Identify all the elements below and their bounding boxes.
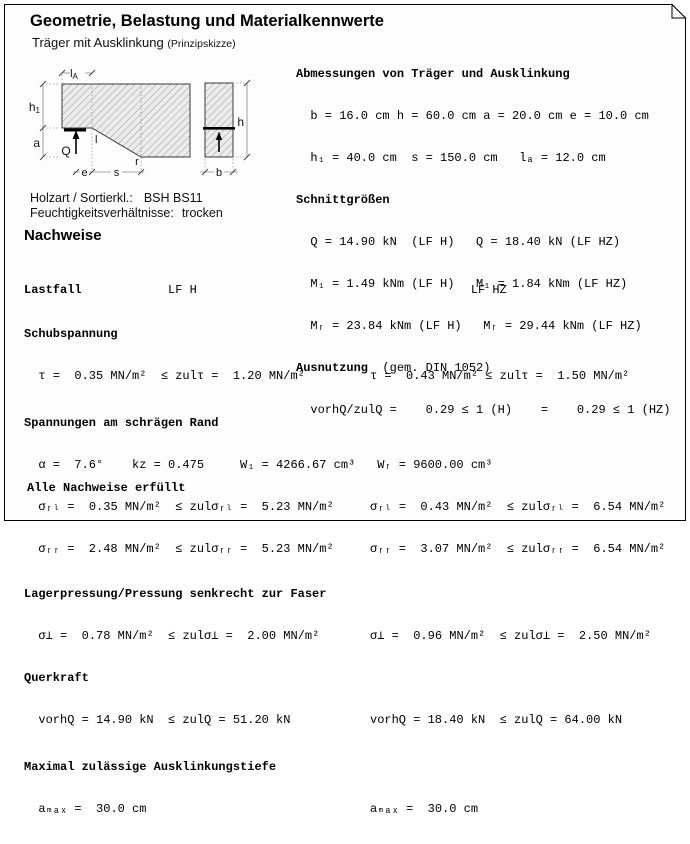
label-q: Q bbox=[61, 144, 70, 158]
dim-h1-tick-mid bbox=[39, 124, 47, 132]
abmessungen-heading: Abmessungen von Träger und Ausklinkung bbox=[296, 67, 570, 81]
nachweise-row-querkraft: Querkraft bbox=[24, 671, 89, 685]
nachweise-row-ausklinkungstiefe: Maximal zulässige Ausklinkungstiefe bbox=[24, 760, 277, 774]
nachweise-row-schubspannung: Schubspannung bbox=[24, 327, 118, 341]
subtitle-text: Träger mit Ausklinkung bbox=[32, 35, 164, 50]
bearing-plate bbox=[64, 128, 86, 132]
nachweise-row-lagerpressung: Lagerpressung/Pressung senkrecht zur Fas… bbox=[24, 587, 327, 601]
footer-status: Alle Nachweise erfüllt bbox=[27, 481, 186, 495]
abmessungen-line-2: h₁ = 40.0 cm s = 150.0 cm lₐ = 12.0 cm bbox=[296, 151, 606, 165]
nachweise-row-schraeger-rand: Spannungen am schrägen Rand bbox=[24, 416, 219, 430]
holzart-row: Holzart / Sortierkl.: BSH BS11 bbox=[30, 191, 223, 206]
nachweise-row-vorhq: vorhQ = 14.90 kN ≤ zulQ = 51.20 kN vorhQ… bbox=[24, 713, 623, 727]
dim-la-tick-1 bbox=[58, 69, 66, 77]
feuchte-value: trocken bbox=[181, 205, 223, 220]
dim-label-la: lA bbox=[70, 68, 78, 81]
dim-es-tick-1 bbox=[72, 168, 80, 176]
dim-h-tick-top bbox=[243, 79, 251, 87]
schnittgroessen-heading: Schnittgrößen bbox=[296, 193, 390, 207]
nachweise-row-alpha-kz-w: α = 7.6° kz = 0.475 W₁ = 4266.67 cm³ Wᵣ … bbox=[24, 458, 493, 472]
nachweise-table: Lastfall LF H LF HZ Schubspannung τ = 0.… bbox=[24, 255, 684, 844]
feuchte-row: Feuchtigkeitsverhältnisse: trocken bbox=[30, 206, 223, 221]
subtitle-note: (Prinzipskizze) bbox=[167, 38, 236, 50]
schnittgroessen-mr: Mᵣ = 23.84 kNm (LF H) Mᵣ = 29.44 kNm (LF… bbox=[296, 319, 642, 333]
dim-b-tick-2 bbox=[229, 168, 237, 176]
reaction-arrow-head bbox=[215, 131, 223, 140]
label-r: r bbox=[135, 156, 139, 168]
nachweise-row-sigma-rl: σᵣₗ = 0.35 MN/m² ≤ zulσᵣₗ = 5.23 MN/m² σ… bbox=[24, 500, 666, 514]
dim-es-tick-2 bbox=[88, 168, 96, 176]
abmessungen-block: Abmessungen von Träger und Ausklinkung b… bbox=[296, 39, 670, 445]
dim-es-tick-3 bbox=[137, 168, 145, 176]
dim-label-s: s bbox=[114, 167, 120, 179]
schnittgroessen-ml: M₁ = 1.49 kNm (LF H) M₁ = 1.84 kNm (LF H… bbox=[296, 277, 628, 291]
dim-label-s-bg bbox=[111, 165, 122, 177]
ausnutzung-heading: Ausnutzung bbox=[296, 361, 369, 375]
nachweise-row-sigma-perp: σ⊥ = 0.78 MN/m² ≤ zulσ⊥ = 2.00 MN/m² σ⊥ … bbox=[24, 629, 651, 643]
dim-label-e-bg bbox=[80, 165, 89, 177]
dog-ear-fold bbox=[671, 3, 687, 19]
beam-shape bbox=[61, 83, 191, 158]
label-l: l bbox=[95, 134, 97, 146]
holzart-label: Holzart / Sortierkl.: bbox=[30, 191, 133, 205]
dim-label-a: a bbox=[33, 136, 40, 150]
support-level-line bbox=[203, 127, 235, 130]
dim-label-h: h bbox=[237, 115, 244, 129]
dim-label-e: e bbox=[81, 167, 87, 179]
subtitle: Träger mit Ausklinkung (Prinzipskizze) bbox=[32, 35, 236, 50]
abmessungen-line-1: b = 16.0 cm h = 60.0 cm a = 20.0 cm e = … bbox=[296, 109, 649, 123]
page-title: Geometrie, Belastung und Materialkennwer… bbox=[30, 12, 384, 30]
nachweise-row-tau: τ = 0.35 MN/m² ≤ zulτ = 1.20 MN/m² τ = 0… bbox=[24, 369, 630, 383]
nachweise-heading: Nachweise bbox=[24, 227, 102, 244]
nachweise-row-amax: aₘₐₓ = 30.0 cm aₘₐₓ = 30.0 cm bbox=[24, 802, 479, 816]
material-info: Holzart / Sortierkl.: BSH BS11 Feuchtigke… bbox=[30, 191, 223, 220]
dim-label-b-bg bbox=[214, 165, 224, 177]
dim-b-tick-1 bbox=[201, 168, 209, 176]
ausnutzung-heading-row: Ausnutzung (gem. DIN 1052) bbox=[296, 361, 670, 375]
nachweise-row-lastfall: Lastfall LF H LF HZ bbox=[24, 283, 507, 297]
dim-a-tick-bot bbox=[39, 153, 47, 161]
nachweise-row-sigma-rr: σᵣᵣ = 2.48 MN/m² ≤ zulσᵣᵣ = 5.23 MN/m² σ… bbox=[24, 542, 666, 556]
dim-h-tick-bot bbox=[243, 153, 251, 161]
schnittgroessen-q: Q = 14.90 kN (LF H) Q = 18.40 kN (LF HZ) bbox=[296, 235, 621, 249]
report-page: Geometrie, Belastung und Materialkennwer… bbox=[4, 3, 687, 816]
ausnutzung-line: vorhQ/zulQ = 0.29 ≤ 1 (H) = 0.29 ≤ 1 (HZ… bbox=[296, 403, 671, 417]
feuchte-label: Feuchtigkeitsverhältnisse: bbox=[30, 205, 174, 220]
dim-label-h1: h1 bbox=[29, 100, 41, 115]
dim-label-b: b bbox=[216, 167, 222, 179]
holzart-value: BSH BS11 bbox=[143, 191, 203, 205]
load-arrow-q-head bbox=[72, 130, 80, 139]
ausnutzung-norm-note: (gem. DIN 1052) bbox=[368, 361, 491, 375]
principle-sketch: Q lA h1 a l r e s bbox=[29, 68, 251, 179]
dim-la-tick-2 bbox=[88, 69, 96, 77]
dim-h1-tick-top bbox=[39, 80, 47, 88]
